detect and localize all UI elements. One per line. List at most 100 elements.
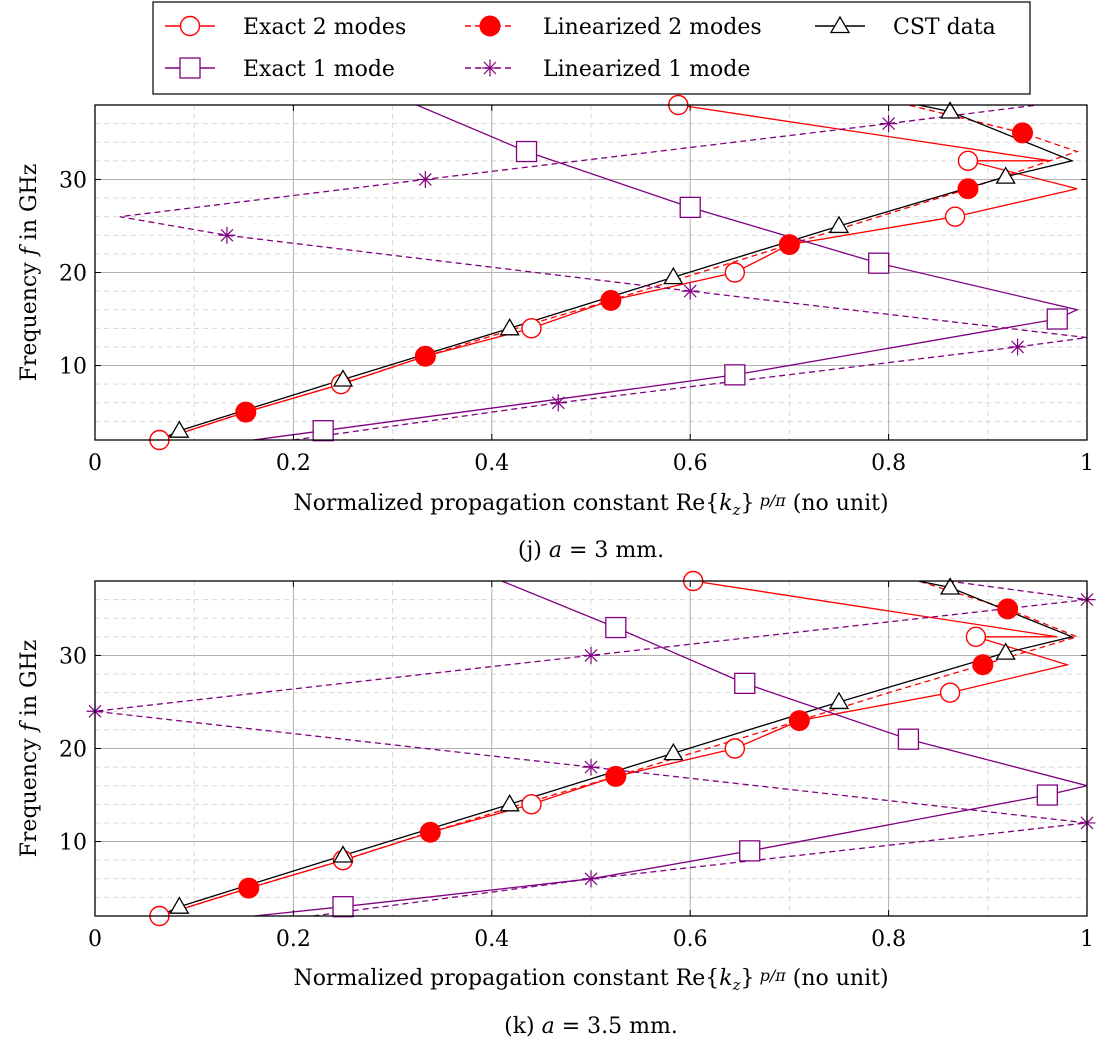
- y-tick-label: 20: [59, 738, 87, 763]
- y-tick-label: 30: [59, 644, 87, 669]
- data-point-lin1: [582, 646, 600, 664]
- legend-marker: [829, 15, 851, 34]
- series-group: [119, 105, 1087, 440]
- data-point-cst: [169, 896, 190, 914]
- data-point-lin1: [582, 758, 600, 776]
- x-tick-label: 0.6: [673, 927, 708, 952]
- data-point-cst: [663, 266, 684, 285]
- data-point-exact2: [957, 150, 979, 172]
- data-point-lin2: [957, 178, 979, 200]
- data-point-cst: [939, 577, 961, 595]
- data-point-lin2: [414, 345, 436, 367]
- legend-label: Exact 1 mode: [243, 57, 395, 82]
- data-point-lin2: [238, 877, 260, 899]
- x-tick-label: 0.2: [276, 451, 311, 476]
- data-point-exact1: [605, 616, 627, 639]
- chart-caption: (j) a = 3 mm.: [518, 538, 664, 563]
- data-point-exact1: [739, 840, 761, 862]
- data-point-lin1: [549, 394, 567, 412]
- x-tick-label: 0.4: [474, 451, 509, 476]
- data-point-cst: [939, 101, 961, 119]
- legend-label: CST data: [893, 15, 996, 40]
- legend-label: Exact 2 modes: [243, 15, 406, 40]
- legend-marker: [481, 59, 499, 77]
- data-point-cst: [499, 318, 520, 336]
- y-tick-label: 10: [59, 355, 87, 380]
- data-point-exact1: [332, 896, 354, 918]
- series-line-exact1: [253, 105, 1080, 440]
- data-point-exact2: [724, 738, 746, 759]
- data-point-exact2: [965, 626, 987, 648]
- data-point-lin1: [880, 115, 898, 133]
- y-axis-label: Frequency f in GHz: [17, 164, 42, 382]
- data-point-exact1: [1046, 308, 1068, 330]
- x-axis-label: Normalized propagation constant Re{kz} p…: [293, 491, 888, 519]
- data-point-exact1: [1036, 784, 1058, 806]
- data-point-cst: [663, 742, 684, 761]
- data-point-cst: [828, 691, 850, 710]
- legend-marker: [479, 15, 501, 37]
- grid: [95, 580, 1087, 916]
- data-point-cst: [828, 215, 850, 234]
- data-point-exact1: [734, 672, 756, 695]
- data-point-lin1: [1009, 338, 1027, 356]
- marker-group: [149, 94, 1068, 451]
- legend-marker: [179, 15, 201, 37]
- data-point-lin1: [416, 170, 434, 188]
- x-tick-label: 0.4: [474, 927, 509, 952]
- data-point-lin2: [605, 765, 627, 787]
- data-point-cst: [332, 845, 354, 863]
- x-tick-label: 1: [1080, 451, 1094, 476]
- series-line-lin2: [159, 105, 1080, 440]
- grid: [95, 104, 1087, 440]
- x-tick-label: 0.6: [673, 451, 708, 476]
- data-point-exact2: [939, 682, 961, 703]
- data-point-exact2: [944, 206, 966, 227]
- legend-marker: [179, 57, 201, 79]
- series-line-cst: [159, 105, 1075, 440]
- legend-label: Linearized 1 mode: [543, 57, 750, 82]
- x-tick-label: 0.2: [276, 927, 311, 952]
- chart-panel-1: 0 0.2 0.4 0.6 0.8 1 10 20 30 Normalized propagati…: [17, 94, 1094, 563]
- data-point-lin1: [681, 282, 699, 300]
- x-tick-label: 0.8: [871, 927, 906, 952]
- y-tick-label: 30: [59, 168, 87, 193]
- legend-item-exact1: Exact 1 mode: [165, 57, 395, 82]
- data-point-lin2: [997, 598, 1019, 620]
- legend-item-exact2: Exact 2 modes: [165, 15, 406, 40]
- data-point-lin2: [419, 821, 441, 843]
- data-point-cst: [995, 642, 1016, 660]
- series-line-exact1: [253, 581, 1087, 916]
- data-point-exact2: [521, 794, 542, 815]
- data-point-exact2: [521, 318, 542, 339]
- data-point-lin1: [218, 226, 236, 244]
- data-point-lin1: [582, 870, 600, 888]
- x-tick-label: 0: [88, 927, 102, 952]
- data-point-cst: [332, 369, 354, 387]
- y-tick-label: 10: [59, 831, 87, 856]
- data-point-exact1: [679, 196, 701, 219]
- data-point-exact1: [868, 252, 890, 274]
- x-tick-label: 0.8: [871, 451, 906, 476]
- data-point-lin2: [778, 234, 800, 256]
- legend-item-lin1: Linearized 1 mode: [465, 57, 750, 82]
- legend-item-lin2: Linearized 2 modes: [465, 15, 762, 40]
- data-point-lin2: [1012, 122, 1034, 144]
- data-point-lin2: [972, 654, 994, 676]
- y-axis-label: Frequency f in GHz: [17, 640, 42, 858]
- data-point-exact1: [515, 140, 538, 163]
- chart-caption: (k) a = 3.5 mm.: [504, 1014, 678, 1039]
- y-tick-label: 20: [59, 262, 87, 287]
- x-tick-label: 1: [1080, 927, 1094, 952]
- legend-label: Linearized 2 modes: [543, 15, 762, 40]
- data-point-cst: [995, 166, 1016, 184]
- data-point-exact1: [312, 420, 334, 442]
- legend-item-cst: CST data: [815, 15, 996, 40]
- series-line-lin1: [119, 105, 1087, 440]
- data-point-cst: [499, 794, 520, 812]
- data-point-lin2: [235, 401, 257, 423]
- data-point-cst: [169, 420, 190, 438]
- x-tick-label: 0: [88, 451, 102, 476]
